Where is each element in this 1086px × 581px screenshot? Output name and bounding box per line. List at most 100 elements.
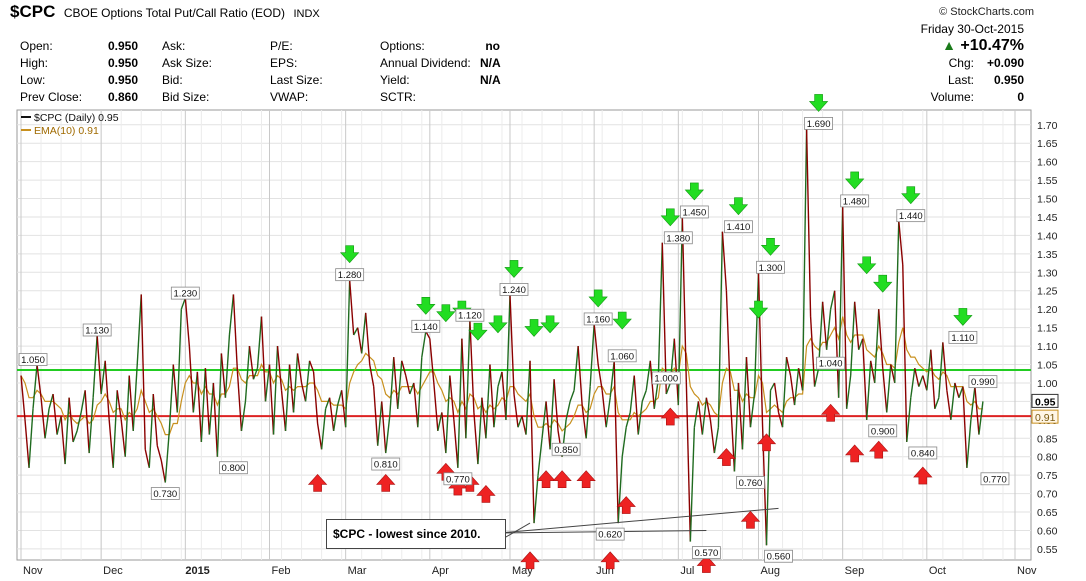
cpc-segment [473,412,479,465]
sell-signal-arrow [684,182,705,201]
value-label: 1.280 [338,270,362,281]
cpc-segment [922,375,928,391]
chart-title: $CPC CBOE Options Total Put/Call Ratio (… [10,2,320,24]
cpc-segment [461,338,467,439]
value-label-box [908,446,938,460]
cpc-segment [160,460,166,483]
ema-tag-box [1031,409,1059,424]
cpc-segment [918,375,924,387]
cpc-segment [88,397,94,454]
info-row: Ask: [162,38,232,55]
cpc-segment [40,397,46,439]
sell-signal-arrow [953,308,973,326]
info-column: P/E: EPS: Last Size: VWAP: [270,38,340,106]
cpc-segment [902,264,908,442]
cpc-segment [541,401,547,439]
value-label: 1.050 [21,355,45,366]
value-label: 0.770 [446,474,470,485]
cpc-segment [954,382,960,398]
value-label: 1.410 [727,222,751,233]
last-price-tag-box [1031,393,1059,408]
sell-signal-arrow [760,237,781,256]
value-label: 0.620 [598,530,622,541]
info-row: VWAP: [270,89,340,106]
cpc-segment [288,364,295,413]
value-label: 0.900 [871,426,895,437]
cpc-segment [124,375,130,457]
y-tick-label: 0.75 [1037,470,1058,482]
value-label-box [82,323,112,337]
info-label: Yield: [380,73,410,87]
cpc-segment [649,360,655,409]
x-tick-label: Aug [760,565,780,577]
cpc-segment [381,401,387,454]
cpc-segment [809,316,816,387]
value-label-box [219,461,248,475]
value-label-box [18,353,48,366]
cpc-segment [449,375,455,420]
cpc-segment [405,375,411,395]
cpc-segment [164,430,170,483]
cpc-segment [240,401,247,431]
legend-label: $CPC (Daily) 0.95 [34,112,119,124]
buy-signal-arrow [552,470,572,489]
cpc-segment [401,360,407,376]
cpc-segment [312,371,319,424]
cpc-segment [605,397,611,428]
cpc-segment [429,338,435,384]
value-label: 1.240 [502,285,526,296]
sell-signal-arrow [728,197,749,216]
cpc-segment [28,408,34,468]
cpc-segment [853,301,860,350]
cpc-segment [332,404,339,432]
cpc-segment [276,346,283,391]
cpc-segment [950,382,956,420]
cpc-segment [268,364,275,435]
cpc-segment [409,382,415,395]
cpc-segment [24,419,30,468]
cpc-segment [861,338,868,420]
info-row: Open: 0.950 [20,38,138,55]
cpc-segment [385,416,391,454]
value-label: 0.770 [983,474,1007,485]
buy-signal-arrow [756,433,777,452]
cpc-segment [749,393,756,428]
cpc-segment [336,390,343,406]
cpc-segment [685,382,692,542]
cpc-segment [645,360,651,391]
cpc-segment [689,427,696,542]
info-label: Bid: [162,73,183,87]
cpc-segment [841,205,848,409]
x-tick-label: Oct [929,565,946,577]
sell-signal-arrow [504,260,524,278]
callout-line [498,507,779,534]
cpc-segment [100,360,106,395]
cpc-segment [393,357,399,409]
y-tick-label: 1.30 [1037,267,1058,279]
cpc-segment [493,386,499,428]
chg-label: Chg: [948,56,974,70]
cpc-segment [934,397,940,410]
cpc-segment [914,368,920,387]
brand-copyright: © [939,6,948,18]
cpc-segment [200,368,207,443]
cpc-segment [882,368,888,413]
buy-signal-arrow [716,448,737,466]
value-label-box [595,527,625,541]
cpc-segment [717,231,724,428]
cpc-segment [128,375,134,431]
value-label: 0.840 [911,448,935,459]
cpc-segment [144,449,150,468]
cpc-segment [577,346,583,406]
cpc-segment [533,475,539,524]
cpc-segment [942,342,948,391]
value-label: 1.450 [682,207,706,218]
cpc-segment [629,375,635,413]
last-price-tag: 0.95 [1035,396,1056,408]
cpc-segment [272,346,279,435]
cpc-segment [84,390,90,454]
cpc-segment [958,386,964,398]
sell-signal-arrow [612,311,632,330]
cpc-segment [829,290,836,310]
last-value: 0.950 [993,73,1024,87]
